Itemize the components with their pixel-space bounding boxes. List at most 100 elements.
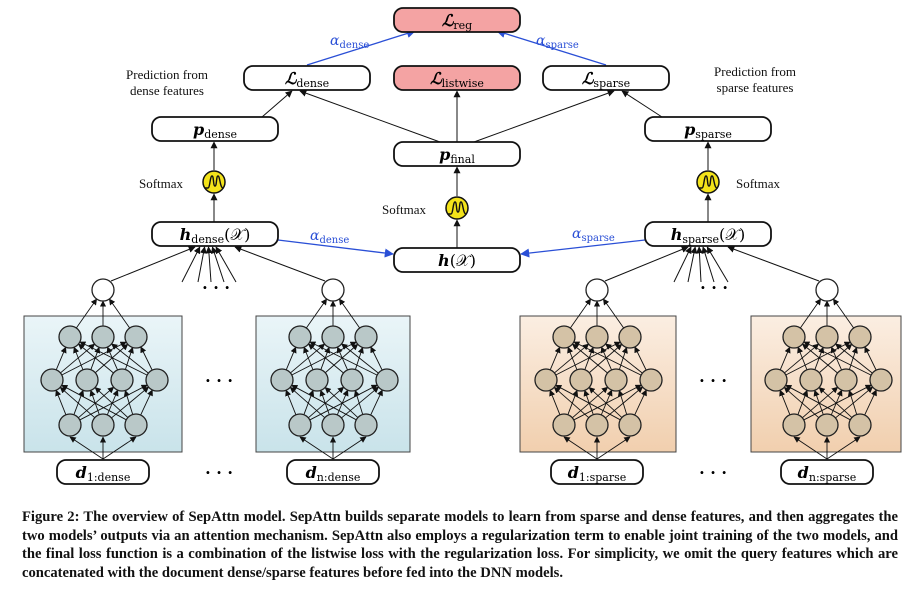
edge-arrow bbox=[370, 346, 383, 371]
pred-dense-label-line1: Prediction from bbox=[126, 67, 208, 82]
flow-arrow bbox=[299, 89, 441, 143]
dnn-sparse-1 bbox=[534, 278, 663, 460]
edge-arrow bbox=[573, 341, 642, 376]
edge-arrow bbox=[290, 343, 326, 374]
edge-arrow bbox=[797, 346, 808, 370]
edge-arrow bbox=[94, 343, 129, 374]
edge-arrow bbox=[864, 346, 877, 371]
edge-arrow bbox=[634, 346, 647, 371]
aggregation-arrow bbox=[706, 246, 729, 283]
p-final-main: p bbox=[439, 145, 450, 164]
h-dense-main: h bbox=[180, 225, 192, 244]
output-node bbox=[815, 278, 839, 302]
edge-arrow bbox=[835, 386, 874, 419]
edge-arrow bbox=[549, 389, 561, 415]
aggregation-arrow bbox=[673, 246, 692, 283]
edge-arrow bbox=[803, 341, 872, 376]
edge-arrow bbox=[285, 346, 297, 371]
h-dense-sub: dense bbox=[191, 233, 224, 246]
edge-arrow bbox=[785, 384, 851, 421]
aggregation-arrow bbox=[727, 245, 820, 282]
edge-arrow bbox=[79, 341, 148, 376]
neuron-node bbox=[124, 413, 148, 437]
neuron-node bbox=[375, 368, 399, 392]
aggregation-arrow bbox=[604, 246, 689, 282]
neuron-node bbox=[799, 368, 823, 392]
edge-arrow bbox=[554, 343, 590, 374]
neuron-node bbox=[288, 413, 312, 437]
loss-reg-main: ℒ bbox=[442, 11, 455, 30]
input-d1-dense-main: d bbox=[76, 463, 87, 482]
edge-arrow bbox=[291, 384, 357, 421]
svg-text:h(𝒳): h(𝒳) bbox=[438, 251, 476, 270]
edge-arrow bbox=[55, 346, 67, 371]
edge-arrow bbox=[341, 386, 380, 419]
loss-listwise-sub: listwise bbox=[442, 77, 484, 90]
svg-text:ℒlistwise: ℒlistwise bbox=[430, 69, 484, 90]
edge-arrow bbox=[567, 346, 578, 370]
input-arrow bbox=[793, 436, 828, 460]
edge-arrow bbox=[140, 346, 153, 371]
edge-arrow bbox=[847, 389, 858, 415]
loss-sparse-box: ℒsparse bbox=[542, 65, 670, 91]
loss-dense-box: ℒdense bbox=[243, 65, 371, 91]
arrows bbox=[110, 29, 820, 283]
edge-arrow bbox=[303, 389, 315, 415]
edge-arrow bbox=[835, 343, 873, 374]
edge-arrow bbox=[123, 389, 134, 415]
edge-arrow bbox=[111, 386, 150, 419]
neuron-node bbox=[40, 368, 64, 392]
neuron-node bbox=[91, 413, 115, 437]
edge-arrow bbox=[308, 386, 345, 419]
edge-arrow bbox=[309, 341, 378, 376]
edge-arrow bbox=[305, 298, 328, 329]
neuron-node bbox=[848, 325, 872, 349]
neuron-node bbox=[552, 413, 576, 437]
svg-text:psparse: psparse bbox=[684, 120, 732, 141]
svg-text:dn:dense: dn:dense bbox=[306, 463, 361, 484]
edge-arrow bbox=[60, 343, 96, 374]
h-sparse-box: hsparse(𝒳) bbox=[644, 221, 772, 247]
edge-arrow bbox=[588, 387, 623, 418]
h-center-main: h bbox=[438, 251, 450, 270]
edge-arrow bbox=[567, 389, 579, 415]
neuron-node bbox=[604, 368, 628, 392]
input-dn-dense-main: d bbox=[306, 463, 317, 482]
input-arrow bbox=[299, 436, 334, 460]
softmax-icon-right bbox=[696, 170, 720, 194]
neuron-node bbox=[782, 325, 806, 349]
input-arrow bbox=[826, 436, 861, 460]
edge-arrow bbox=[617, 389, 628, 415]
neuron-node bbox=[552, 325, 576, 349]
aggregation-arrow bbox=[701, 246, 715, 283]
ellipsis-dense-mid: · · · bbox=[205, 371, 233, 390]
flow-arrow bbox=[621, 90, 663, 118]
aggregation-arrow bbox=[205, 246, 213, 283]
edge-arrow bbox=[864, 389, 877, 416]
edge-arrow bbox=[553, 386, 590, 419]
aggregation-arrow bbox=[215, 246, 237, 283]
edge-arrow bbox=[124, 346, 134, 370]
edge-arrow bbox=[799, 298, 822, 329]
output-node bbox=[91, 278, 115, 302]
edge-arrow bbox=[549, 346, 561, 371]
neuron-node bbox=[354, 413, 378, 437]
input-arrow bbox=[332, 436, 367, 460]
neuron-node bbox=[764, 368, 788, 392]
edge-arrow bbox=[784, 343, 820, 374]
neuron-node bbox=[340, 368, 364, 392]
edge-arrow bbox=[572, 386, 609, 419]
ellipsis-dense-bottom: · · · bbox=[205, 463, 233, 482]
figure-caption: Figure 2: The overview of SepAttn model.… bbox=[22, 509, 898, 581]
edge-arrow bbox=[338, 298, 361, 329]
neuron-node bbox=[110, 368, 134, 392]
edge-arrow bbox=[354, 346, 364, 370]
svg-text:ℒsparse: ℒsparse bbox=[582, 69, 630, 90]
softmax-icon-left bbox=[202, 170, 226, 194]
input-arrow bbox=[102, 436, 137, 460]
svg-text:d1:dense: d1:dense bbox=[76, 463, 131, 484]
input-dn-sparse-box: dn:sparse bbox=[780, 459, 874, 485]
aggregation-arrow bbox=[695, 246, 703, 283]
loss-dense-sub: dense bbox=[296, 77, 329, 90]
neuron-node bbox=[75, 368, 99, 392]
